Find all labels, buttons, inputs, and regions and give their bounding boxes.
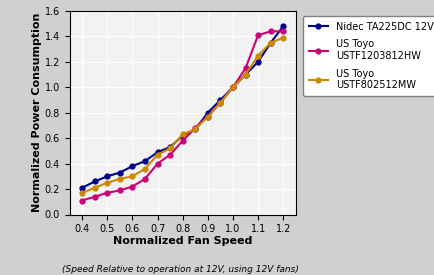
Text: (Speed Relative to operation at 12V, using 12V fans): (Speed Relative to operation at 12V, usi… bbox=[62, 265, 298, 274]
X-axis label: Normalized Fan Speed: Normalized Fan Speed bbox=[113, 236, 252, 246]
Y-axis label: Normalized Power Consumption: Normalized Power Consumption bbox=[32, 13, 42, 212]
Legend: Nidec TA225DC 12V, US Toyo
USTF1203812HW, US Toyo
USTF802512MW: Nidec TA225DC 12V, US Toyo USTF1203812HW… bbox=[302, 16, 434, 96]
